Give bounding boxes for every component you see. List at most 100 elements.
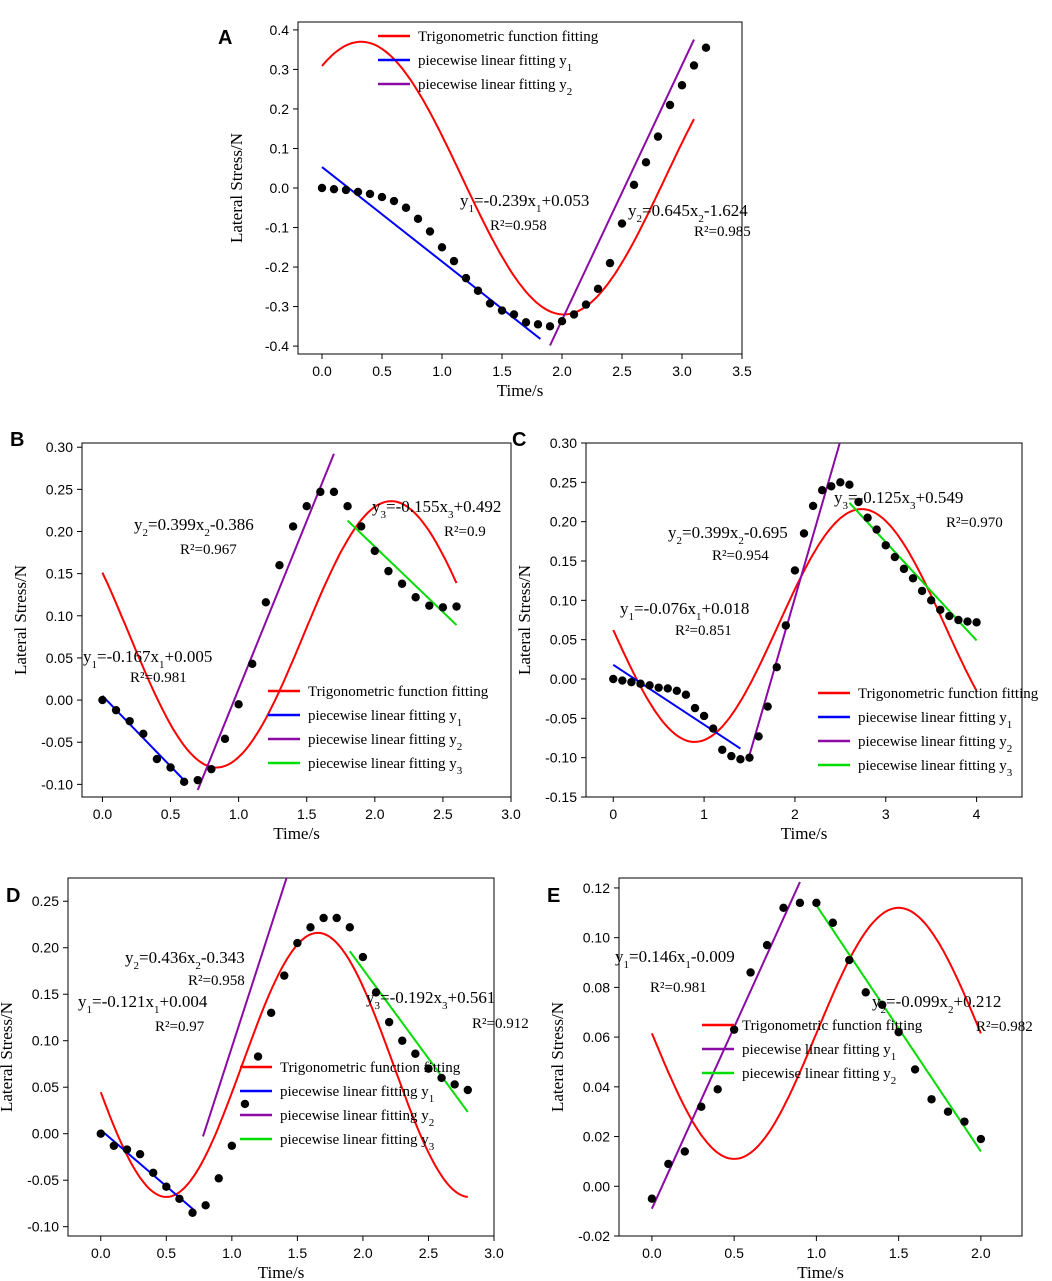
chart-panel-d: 0.0 0.5 1.0 1.5 2.0 2.5 3.0 0.25 0.20 0.15 0.10 0.0… <box>0 877 529 1281</box>
data-point <box>149 1168 158 1177</box>
data-point <box>398 1036 407 1045</box>
subscript: 2 <box>429 1117 435 1129</box>
x-tick-label: 0.0 <box>642 1245 662 1261</box>
fit-equation: y1=-0.121x1+0.004 <box>78 992 208 1016</box>
data-point <box>799 529 809 538</box>
data-point <box>779 903 788 913</box>
data-point <box>845 480 854 489</box>
panel-letter: D <box>6 885 20 907</box>
subscript: 1 <box>685 959 691 971</box>
data-point <box>581 300 591 309</box>
subscript: 1 <box>567 62 573 74</box>
data-point <box>663 684 672 693</box>
y-tick-label: 0.00 <box>46 692 73 708</box>
text-span: piecewise linear fitting y <box>280 1132 429 1148</box>
fit-equation: y3=-0.192x3+0.561 <box>366 988 495 1012</box>
x-tick-label: 4 <box>973 806 981 822</box>
subscript: 3 <box>843 500 849 512</box>
data-point <box>275 561 284 570</box>
data-point <box>280 971 289 980</box>
x-tick-label: 0.0 <box>312 363 332 379</box>
data-point <box>207 764 216 774</box>
text-span: =-0.076x <box>634 599 696 618</box>
data-point <box>795 898 805 908</box>
x-tick-label: 0.5 <box>157 1245 177 1261</box>
x-tick-label: 2.0 <box>365 806 385 822</box>
y-axis-label: Lateral Stress/N <box>11 565 30 675</box>
y-tick-label: -0.2 <box>265 259 289 275</box>
text-span: piecewise linear fitting y <box>308 732 457 748</box>
data-point <box>636 679 645 688</box>
x-axis-label: Time/s <box>781 824 828 843</box>
subscript: 2 <box>698 213 704 225</box>
trig-fit-curve <box>101 500 458 769</box>
data-point <box>545 322 555 331</box>
data-point <box>302 502 311 511</box>
text-span: =-0.125x <box>848 488 910 507</box>
y-tick-label: 0.3 <box>270 61 290 77</box>
subscript: 1 <box>536 203 542 215</box>
legend-entry: Trigonometric function fitting <box>418 29 599 45</box>
data-point <box>729 1025 739 1034</box>
data-point <box>188 1208 197 1217</box>
data-point <box>641 158 651 167</box>
y-tick-label: 0.10 <box>32 1033 59 1049</box>
legend-entry: piecewise linear fitting y2 <box>742 1066 896 1087</box>
x-axis-label: Time/s <box>258 1263 305 1281</box>
subscript: 2 <box>195 960 201 972</box>
x-tick-label: 1.5 <box>889 1245 909 1261</box>
y-tick-label: 0.05 <box>32 1079 59 1095</box>
x-tick-label: 2.0 <box>353 1245 373 1261</box>
x-tick-label: 2 <box>791 806 799 822</box>
legend-entry: Trigonometric function fitting <box>308 684 489 700</box>
fit-equation: y3=-0.125x3+0.549 <box>834 488 963 512</box>
text-span: y <box>372 497 381 516</box>
data-point <box>193 775 202 785</box>
y-tick-label: 0.15 <box>46 566 73 582</box>
subscript: 1 <box>624 959 630 971</box>
text-span: =-0.155x <box>386 497 448 516</box>
plot-frame <box>618 877 1023 1237</box>
data-point <box>317 183 327 193</box>
data-point <box>248 659 257 669</box>
r-squared: R²=0.970 <box>946 515 1003 531</box>
text-span: =-0.192x <box>380 988 442 1007</box>
subscript: 1 <box>159 659 165 671</box>
chart-panel-a: 0.0 0.5 1.0 1.5 2.0 2.5 3.0 3.5 0.4 0.3 0.2 0.1 0.0 -… <box>218 21 752 400</box>
data-point <box>861 988 870 997</box>
x-tick-label: 0.0 <box>93 806 113 822</box>
y-axis-label: Lateral Stress/N <box>548 1002 567 1112</box>
r-squared: R²=0.912 <box>472 1016 529 1032</box>
y-tick-label: 0.10 <box>550 592 577 608</box>
y-tick-label: -0.02 <box>578 1228 610 1244</box>
text-span: y <box>620 599 629 618</box>
text-span: y <box>834 488 843 507</box>
x-tick-label: 0.5 <box>372 363 392 379</box>
text-span: piecewise linear fitting y <box>280 1108 429 1124</box>
data-point <box>960 1117 969 1126</box>
data-point <box>945 611 954 621</box>
fit-equation: y1=0.146x1-0.009 <box>615 947 735 971</box>
data-point <box>438 603 448 612</box>
data-point <box>135 1149 145 1159</box>
data-point <box>533 320 543 329</box>
data-point <box>781 621 791 630</box>
subscript: 3 <box>1007 767 1013 779</box>
linear-fit-line-1 <box>650 881 801 1210</box>
y-tick-label: 0.2 <box>270 101 290 117</box>
y-tick-label: 0.05 <box>46 650 73 666</box>
data-point <box>450 1080 459 1089</box>
legend-entry: piecewise linear fitting y1 <box>418 53 572 74</box>
data-point <box>463 1085 472 1095</box>
y-tick-label: -0.10 <box>41 776 73 792</box>
data-point <box>963 617 972 626</box>
data-point <box>899 564 909 574</box>
text-span: +0.212 <box>954 992 1002 1011</box>
text-span: y <box>628 201 637 220</box>
data-point <box>605 258 615 268</box>
r-squared: R²=0.985 <box>694 224 751 240</box>
fit-equation: y2=-0.099x2+0.212 <box>872 992 1001 1016</box>
data-point <box>699 711 709 721</box>
legend-entry: Trigonometric function fitting <box>742 1018 923 1034</box>
